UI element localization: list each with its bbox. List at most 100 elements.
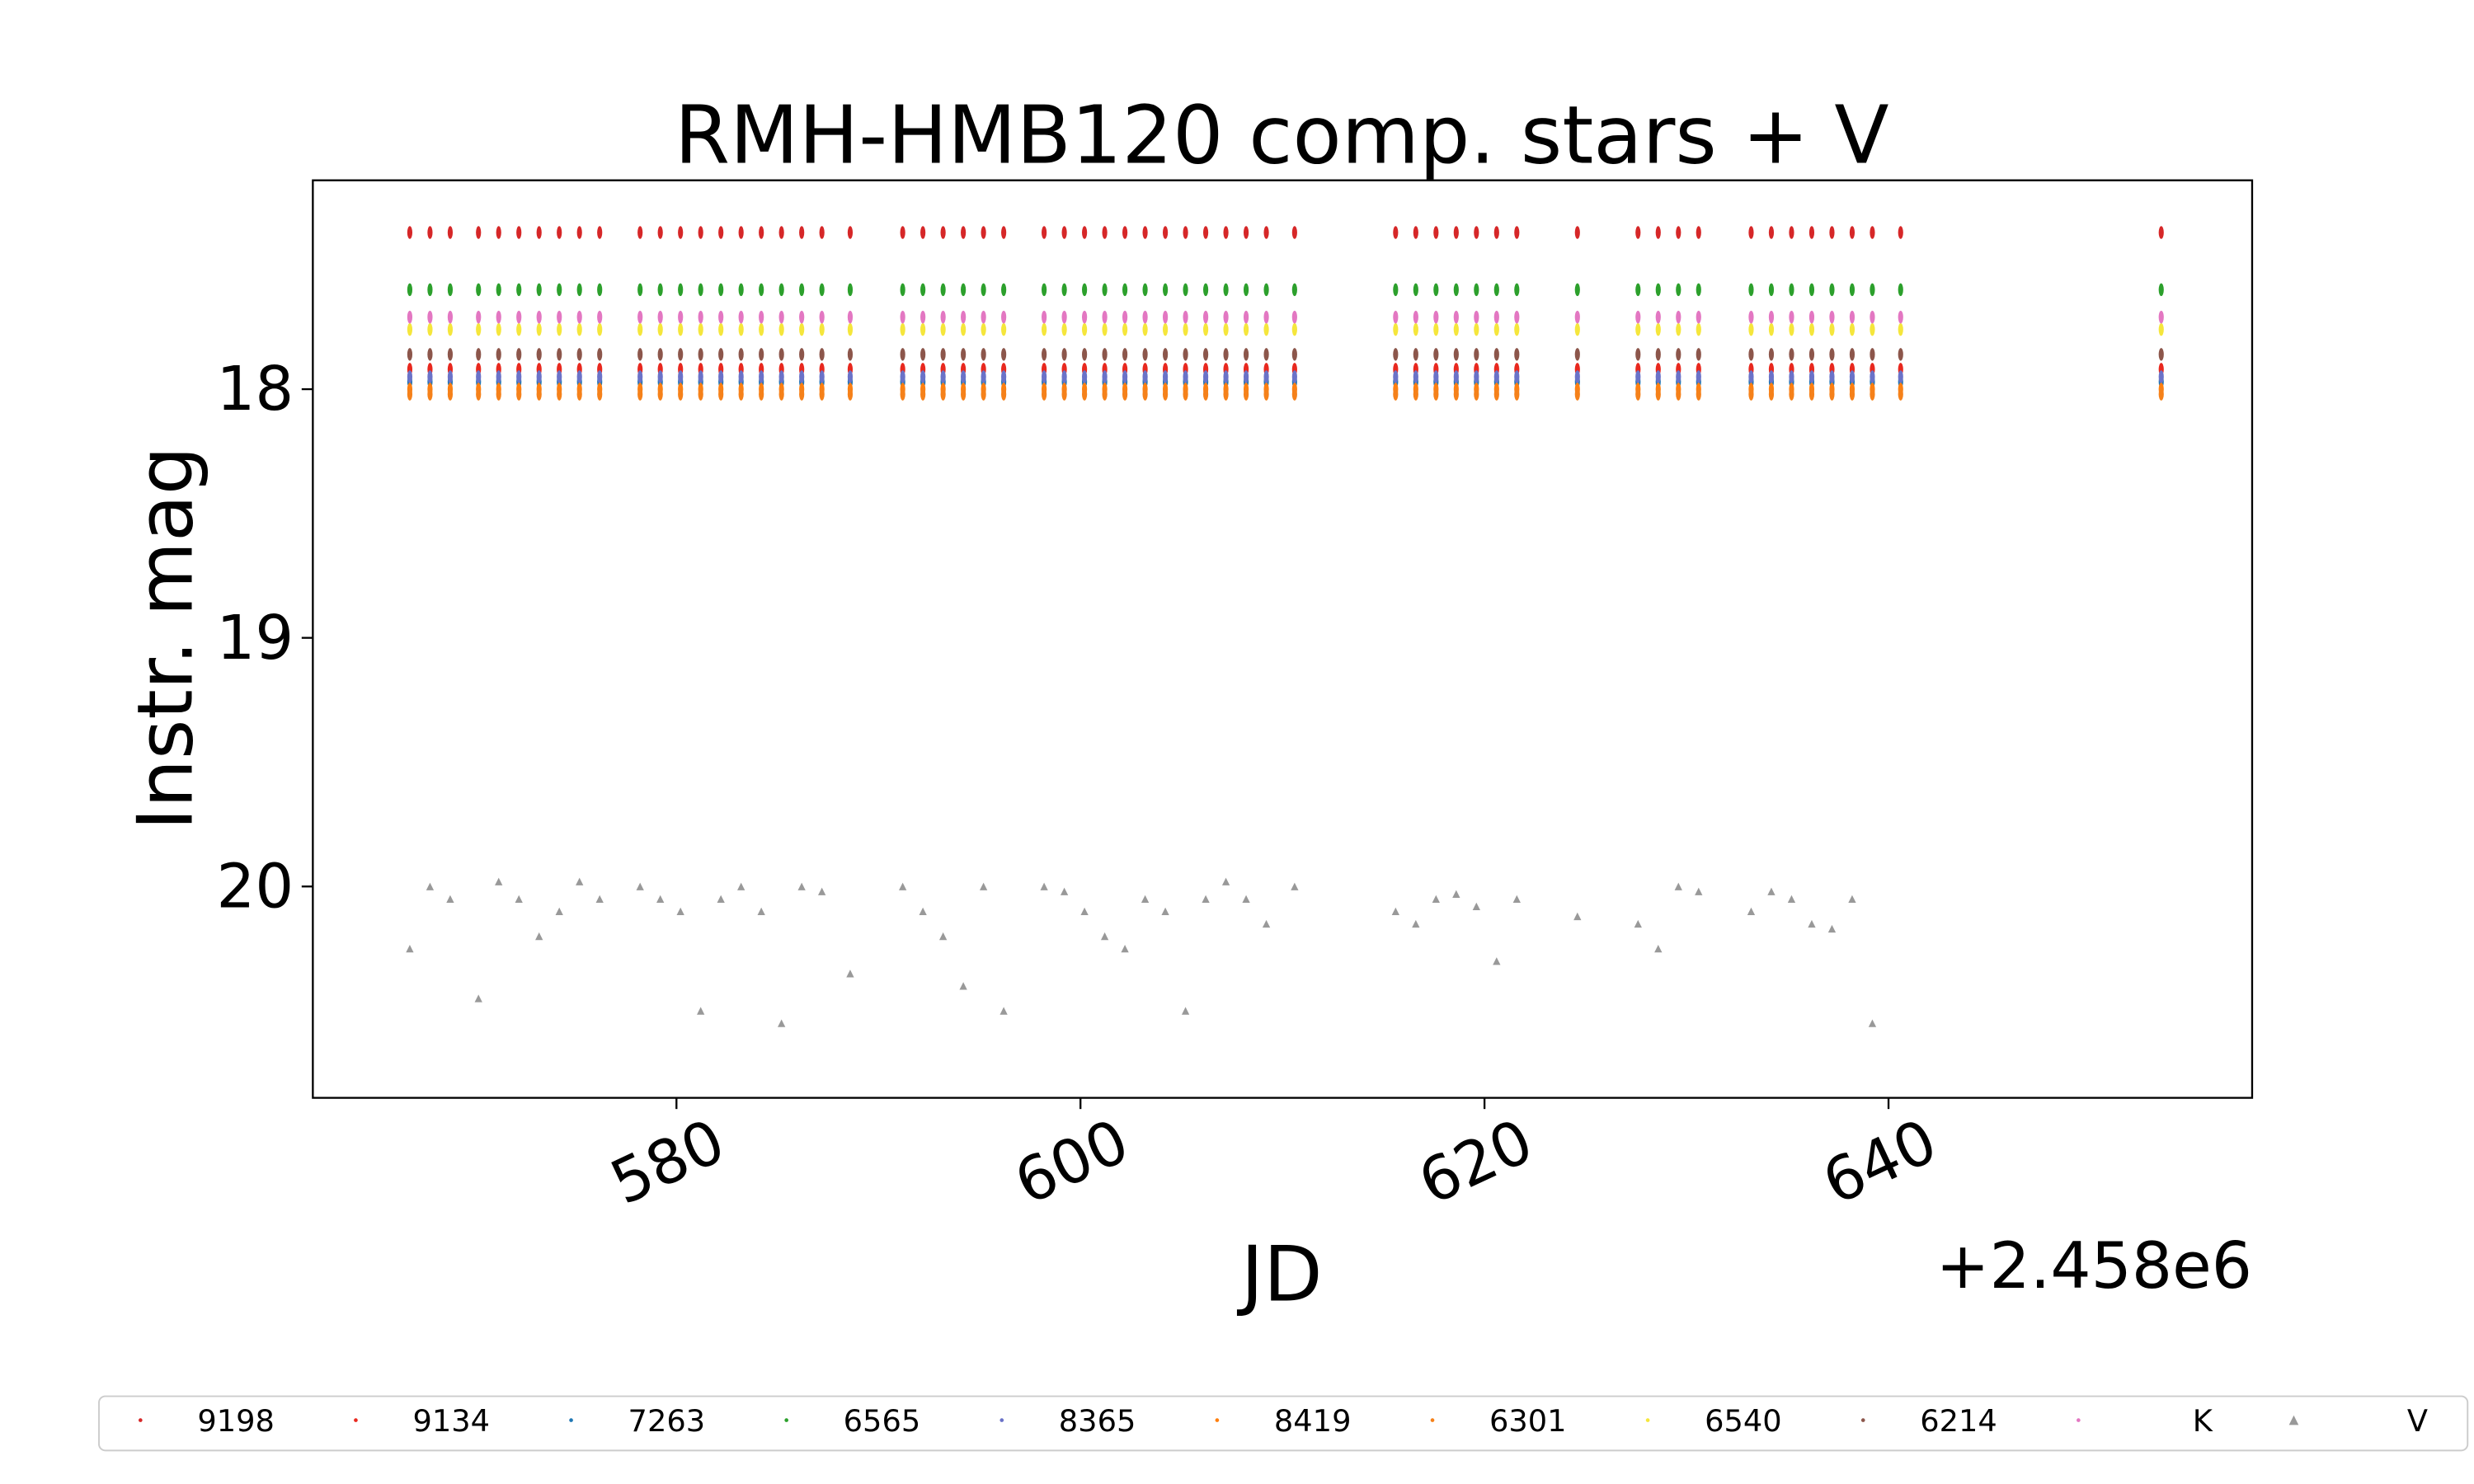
data-point xyxy=(1082,322,1088,336)
data-point xyxy=(637,226,643,239)
data-point xyxy=(557,370,562,383)
data-point xyxy=(597,226,603,239)
data-point xyxy=(1514,348,1520,361)
data-point xyxy=(1243,322,1249,336)
data-point xyxy=(1574,387,1580,401)
data-point xyxy=(900,370,905,383)
data-point xyxy=(900,348,905,361)
data-point xyxy=(1635,370,1641,383)
data-point xyxy=(1142,226,1148,239)
data-point xyxy=(1514,226,1520,239)
data-point xyxy=(1393,348,1399,361)
data-point xyxy=(557,387,562,401)
data-point xyxy=(1001,283,1007,297)
data-point xyxy=(1391,907,1399,916)
data-point xyxy=(1474,370,1479,383)
data-point xyxy=(597,348,603,361)
data-point xyxy=(1748,283,1754,297)
data-point xyxy=(819,283,825,297)
data-point xyxy=(427,348,433,361)
data-point xyxy=(1433,283,1439,297)
data-point xyxy=(1474,387,1479,401)
data-point xyxy=(555,907,563,916)
data-point xyxy=(1102,283,1108,297)
data-point xyxy=(1696,283,1701,297)
legend-marker xyxy=(1215,1418,1220,1422)
data-point xyxy=(1748,310,1754,324)
data-point xyxy=(1433,226,1439,239)
data-point xyxy=(1122,387,1128,401)
data-point xyxy=(718,283,724,297)
data-point xyxy=(1493,348,1499,361)
data-point xyxy=(1202,387,1209,401)
data-point xyxy=(940,310,946,324)
data-point xyxy=(1747,907,1756,916)
data-point xyxy=(1696,348,1701,361)
data-point xyxy=(1162,283,1169,297)
data-point xyxy=(557,310,562,324)
data-point xyxy=(1223,310,1229,324)
data-point xyxy=(657,310,663,324)
data-point xyxy=(476,226,482,239)
data-point xyxy=(1808,370,1815,383)
data-point xyxy=(1183,348,1188,361)
data-point xyxy=(778,283,784,297)
data-point xyxy=(2158,226,2164,239)
data-point xyxy=(1413,283,1418,297)
data-point xyxy=(1676,322,1681,336)
data-point xyxy=(1514,310,1520,324)
legend-label: 8365 xyxy=(1059,1403,1136,1439)
data-point xyxy=(636,882,644,890)
data-point xyxy=(1493,226,1499,239)
data-point xyxy=(759,370,764,383)
data-point xyxy=(1493,957,1501,965)
data-point xyxy=(536,310,542,324)
data-point xyxy=(516,226,522,239)
data-point xyxy=(1748,226,1754,239)
data-point xyxy=(447,387,454,401)
data-point xyxy=(920,348,926,361)
data-point xyxy=(940,322,946,336)
data-point xyxy=(920,387,926,401)
data-point xyxy=(1221,877,1230,885)
data-point xyxy=(1243,387,1249,401)
data-point xyxy=(1162,322,1169,336)
data-point xyxy=(1223,348,1229,361)
y-axis-label: Instr. mag xyxy=(120,446,209,830)
data-point xyxy=(407,310,413,324)
data-point xyxy=(1898,310,1903,324)
data-point xyxy=(1291,882,1299,890)
data-point xyxy=(1243,348,1249,361)
data-point xyxy=(981,370,986,383)
data-point xyxy=(1162,370,1169,383)
data-point xyxy=(698,387,703,401)
legend-label: 6214 xyxy=(1920,1403,1997,1439)
data-point xyxy=(1141,895,1150,903)
data-point xyxy=(1453,310,1459,324)
data-point xyxy=(1849,370,1856,383)
data-point xyxy=(1291,226,1297,239)
legend-label: 6565 xyxy=(844,1403,921,1439)
data-point xyxy=(476,370,482,383)
data-point xyxy=(846,970,854,978)
data-point xyxy=(1493,370,1499,383)
data-point xyxy=(818,887,826,895)
data-point xyxy=(1453,348,1459,361)
data-point xyxy=(1453,370,1459,383)
data-point xyxy=(1870,226,1875,239)
data-point xyxy=(1291,370,1297,383)
data-point xyxy=(819,226,825,239)
data-point xyxy=(1574,348,1580,361)
data-point xyxy=(738,226,744,239)
data-point xyxy=(757,907,765,916)
data-point xyxy=(1042,322,1047,336)
data-point xyxy=(678,348,684,361)
data-point xyxy=(1291,348,1297,361)
data-point xyxy=(1453,226,1459,239)
data-point xyxy=(799,310,805,324)
data-point xyxy=(597,370,603,383)
data-point xyxy=(407,370,413,383)
data-point xyxy=(1243,370,1249,383)
data-point xyxy=(778,370,784,383)
data-point xyxy=(1433,387,1439,401)
